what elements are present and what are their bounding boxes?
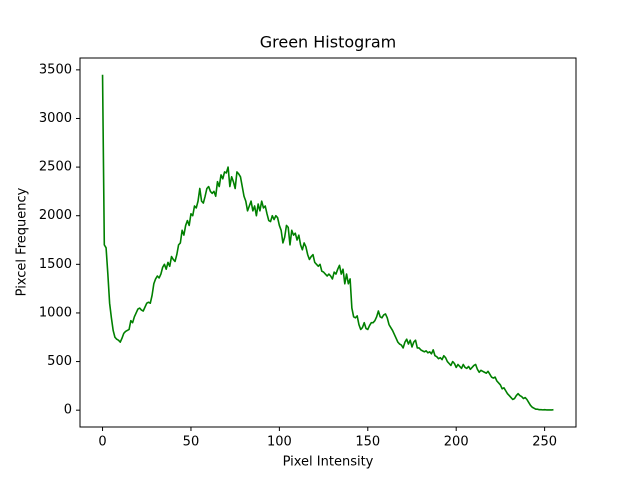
x-tick-label: 200 xyxy=(444,435,469,450)
x-tick-label: 250 xyxy=(532,435,557,450)
x-tick-label: 150 xyxy=(355,435,380,450)
y-tick-label: 2500 xyxy=(39,160,72,175)
y-tick-label: 2000 xyxy=(39,208,72,223)
x-tick-label: 100 xyxy=(267,435,292,450)
y-tick-label: 1000 xyxy=(39,305,72,320)
y-tick-label: 3000 xyxy=(39,111,72,126)
y-tick-label: 3500 xyxy=(39,62,72,77)
y-tick-label: 0 xyxy=(64,403,72,418)
chart-title: Green Histogram xyxy=(260,33,397,52)
x-tick-label: 50 xyxy=(183,435,200,450)
y-tick-label: 500 xyxy=(47,354,72,369)
y-axis-label: Pixcel Frequency xyxy=(15,187,30,296)
y-tick-label: 1500 xyxy=(39,257,72,272)
plot-frame xyxy=(79,57,577,428)
x-tick-label: 0 xyxy=(98,435,106,450)
data-line xyxy=(101,74,554,411)
x-axis-label: Pixel Intensity xyxy=(283,455,374,470)
